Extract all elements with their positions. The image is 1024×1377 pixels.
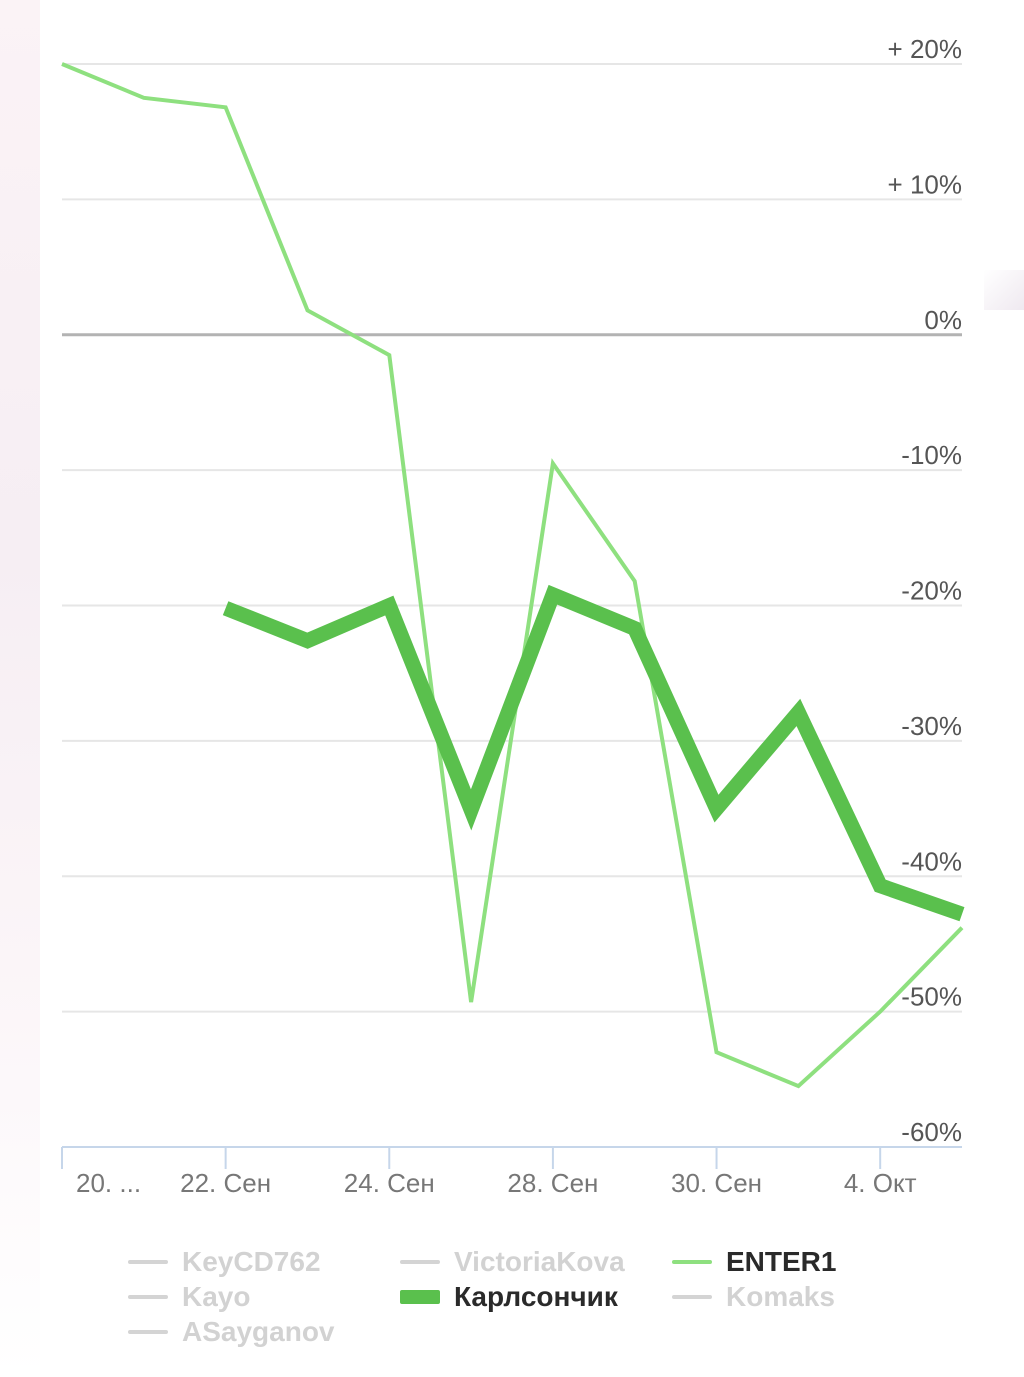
legend-label: VictoriaKova	[454, 1245, 625, 1277]
legend-item-ASayganov[interactable]: ASayganov	[128, 1314, 400, 1349]
legend-swatch	[672, 1294, 712, 1299]
y-tick-label: -30%	[901, 711, 962, 741]
y-axis-ticks: + 20% + 10% 0% -10% -20% -30% -40% -50% -60%	[888, 34, 962, 1147]
legend-label: Карлсончик	[454, 1280, 618, 1312]
legend-item-Карлсончик[interactable]: Карлсончик	[400, 1279, 672, 1314]
grid-lines	[62, 63, 962, 1013]
x-tick-label: 28. Сен	[507, 1168, 598, 1198]
chart-legend: KeyCD762 VictoriaKova ENTER1 Kayo Карлсончик…	[128, 1244, 968, 1354]
x-tick-label: 22. Сен	[180, 1168, 271, 1198]
x-tick-label: 4. Окт	[844, 1168, 917, 1198]
legend-item-ENTER1[interactable]: ENTER1	[672, 1244, 944, 1279]
y-tick-label: + 10%	[888, 169, 962, 199]
legend-swatch	[128, 1329, 168, 1334]
y-tick-label: -60%	[901, 1117, 962, 1147]
legend-label: Komaks	[726, 1280, 835, 1312]
series-lines	[61, 62, 965, 1089]
legend-label: KeyCD762	[182, 1245, 321, 1277]
x-tick-label: 30. Сен	[671, 1168, 762, 1198]
legend-swatch	[400, 1289, 440, 1304]
background-decoration	[0, 0, 40, 1377]
legend-label: Kayo	[182, 1280, 251, 1312]
x-tick-label: 20. ...	[76, 1168, 141, 1198]
legend-item-Kayo[interactable]: Kayo	[128, 1279, 400, 1314]
legend-swatch	[128, 1294, 168, 1299]
legend-swatch	[672, 1259, 712, 1264]
line-chart: + 20% + 10% 0% -10% -20% -30% -40% -50% -60% 20.…	[61, 34, 965, 1198]
series-line-Карлсончик	[222, 584, 965, 922]
series-line-ENTER1	[61, 62, 964, 1089]
background-decoration-right	[984, 270, 1024, 310]
legend-item-KeyCD762[interactable]: KeyCD762	[128, 1244, 400, 1279]
y-tick-label: -40%	[901, 846, 962, 876]
y-tick-label: 0%	[924, 305, 962, 335]
legend-item-VictoriaKova[interactable]: VictoriaKova	[400, 1244, 672, 1279]
x-axis: 20. ... 22. Сен 24. Сен 28. Сен 30. Сен 4. Ок…	[61, 1146, 962, 1198]
y-tick-label: -20%	[901, 576, 962, 606]
legend-label: ASayganov	[182, 1315, 335, 1347]
legend-label: ENTER1	[726, 1245, 837, 1277]
x-tick-label: 24. Сен	[344, 1168, 435, 1198]
legend-swatch	[400, 1259, 440, 1264]
legend-item-Komaks[interactable]: Komaks	[672, 1279, 944, 1314]
y-tick-label: -10%	[901, 440, 962, 470]
y-tick-label: -50%	[901, 982, 962, 1012]
y-tick-label: + 20%	[888, 34, 962, 64]
legend-swatch	[128, 1259, 168, 1264]
